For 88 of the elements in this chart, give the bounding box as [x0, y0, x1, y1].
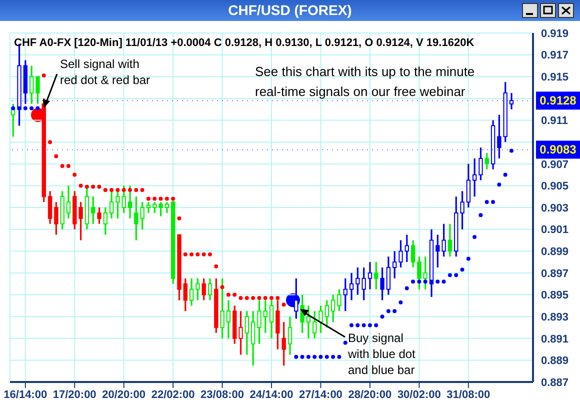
- annotation: See this chart with its up to the minute real-time signals on our free webinar: [255, 63, 475, 101]
- x-tick-label: 16/14:00: [4, 388, 48, 401]
- candlestick: [386, 256, 391, 296]
- y-tick-label: 0.895: [541, 290, 569, 302]
- candlestick: [343, 278, 348, 312]
- y-tick-label: 0.903: [541, 202, 569, 214]
- candlestick: [152, 201, 157, 214]
- candlestick: [29, 64, 34, 105]
- x-tick-label: 24/14:00: [250, 388, 294, 401]
- y-tick-label: 0.893: [541, 311, 569, 324]
- chart-title: CHF/USD (FOREX): [0, 2, 580, 18]
- y-tick-label: 0.907: [541, 158, 569, 171]
- candlestick: [109, 190, 114, 220]
- candlestick: [183, 278, 188, 312]
- candlestick: [36, 76, 40, 105]
- candlestick: [423, 256, 428, 290]
- candlestick: [417, 256, 422, 290]
- candlestick: [54, 201, 58, 236]
- x-tick-label: 27/14:00: [299, 388, 342, 401]
- candlestick: [460, 190, 464, 230]
- candlestick: [466, 163, 471, 208]
- candlestick: [398, 239, 403, 268]
- candlestick: [294, 278, 298, 320]
- candlestick: [368, 261, 372, 290]
- candlestick: [337, 288, 342, 312]
- y-tick-label: 0.897: [541, 268, 569, 280]
- y-tick-label: 0.891: [541, 333, 569, 346]
- y-tick-label: 0.889: [541, 355, 569, 368]
- candlestick: [324, 299, 330, 328]
- x-tick-label: 31/08:00: [446, 388, 490, 401]
- candlestick: [250, 310, 256, 366]
- candlestick: [208, 278, 212, 302]
- y-tick-label: 0.915: [541, 72, 569, 84]
- candlestick: [66, 184, 71, 220]
- chart-subtitle: CHF A0-FX [120-Min] 11/01/13 +0.0004 C 0.9128, H 0.9130, L 0.9121, O 0.9124, V 19.1620K: [14, 37, 474, 49]
- candlestick: [244, 310, 250, 356]
- candlestick: [128, 184, 132, 220]
- x-tick-label: 17/20:00: [52, 388, 96, 401]
- candlestick: [448, 223, 452, 258]
- x-tick-label: 23/08:00: [200, 388, 244, 401]
- y-tick-label: 0.919: [541, 28, 569, 40]
- candlestick: [91, 196, 96, 225]
- candlestick: [300, 294, 304, 334]
- y-tick-label: 0.905: [541, 180, 569, 193]
- y-tick-label: 0.911: [541, 115, 568, 128]
- candlestick: [312, 310, 317, 340]
- candlestick: [48, 190, 52, 225]
- candlestick: [404, 234, 410, 263]
- candlestick: [330, 294, 336, 323]
- candlestick: [478, 146, 483, 182]
- x-tick-label: 30/02:00: [397, 388, 441, 401]
- candlestick: [97, 206, 102, 225]
- candlestick: [306, 304, 311, 340]
- candlestick: [318, 304, 323, 334]
- candlestick: [374, 261, 378, 290]
- ref-line-label: 0.9083: [540, 142, 577, 157]
- x-tick-label: 22/02:00: [151, 388, 195, 401]
- y-tick-label: 0.917: [541, 50, 569, 62]
- candlestick: [78, 201, 83, 242]
- candlestick: [288, 316, 292, 356]
- x-tick-label: 28/20:00: [348, 388, 392, 401]
- candlestick: [146, 201, 151, 214]
- y-tick-label: 0.901: [541, 224, 569, 236]
- candlestick: [122, 184, 126, 214]
- candlestick: [392, 250, 397, 280]
- y-tick-label: 0.899: [541, 246, 569, 258]
- candlestick: [238, 310, 243, 356]
- candlestick: [226, 299, 231, 340]
- x-tick-label: 20/20:00: [102, 388, 146, 401]
- candlestick: [509, 92, 514, 110]
- candlestick: [164, 201, 170, 214]
- annotation: Buy signal with blue dot and blue bar: [348, 330, 416, 378]
- candlestick: [158, 201, 163, 218]
- annotation: Sell signal with red dot & red bar: [60, 56, 150, 88]
- candlestick: [282, 321, 286, 366]
- ref-line-label: 0.9128: [540, 94, 577, 108]
- candlestick: [189, 278, 194, 306]
- candlestick: [349, 272, 354, 302]
- candlestick: [484, 152, 489, 170]
- candlestick: [472, 158, 477, 198]
- candlestick: [196, 278, 200, 302]
- y-tick-label: 0.887: [541, 376, 569, 389]
- candlestick: [116, 190, 120, 220]
- candlestick: [497, 114, 502, 160]
- candlestick: [410, 239, 416, 268]
- candlestick: [380, 266, 384, 302]
- candlestick: [202, 278, 206, 302]
- candlestick: [103, 206, 108, 236]
